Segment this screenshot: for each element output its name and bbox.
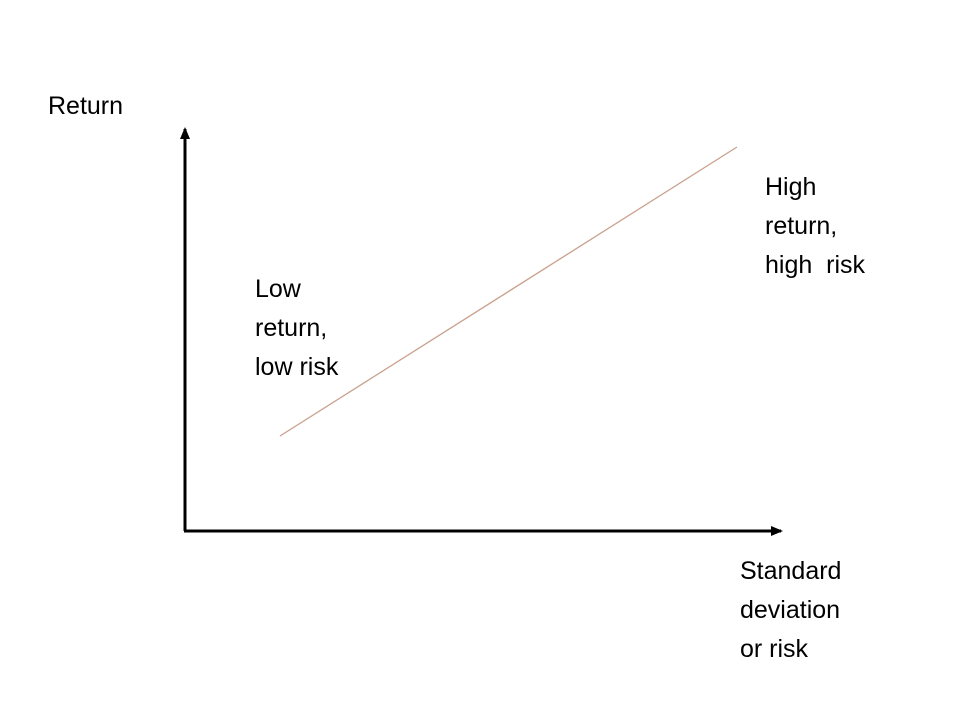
x-axis-label: Standard deviation or risk [740,552,841,669]
high-annotation-line-2: return, [765,212,838,240]
y-axis-label-text: Return [48,92,124,120]
low-annotation-line-3: low risk [255,353,339,381]
low-return-annotation: Low return, low risk [255,270,338,387]
y-axis-label: Return [48,87,123,126]
low-annotation-line-2: return, [255,314,328,342]
high-annotation-line-3: high risk [765,251,866,279]
x-axis-label-line-1: Standard [740,557,842,585]
low-annotation-line-1: Low [255,275,301,303]
x-axis-label-line-3: or risk [740,635,809,663]
high-return-annotation: High return, high risk [765,168,865,285]
risk-return-trend-line [279,146,738,437]
x-axis-label-line-2: deviation [740,596,841,624]
high-annotation-line-1: High [765,173,817,201]
